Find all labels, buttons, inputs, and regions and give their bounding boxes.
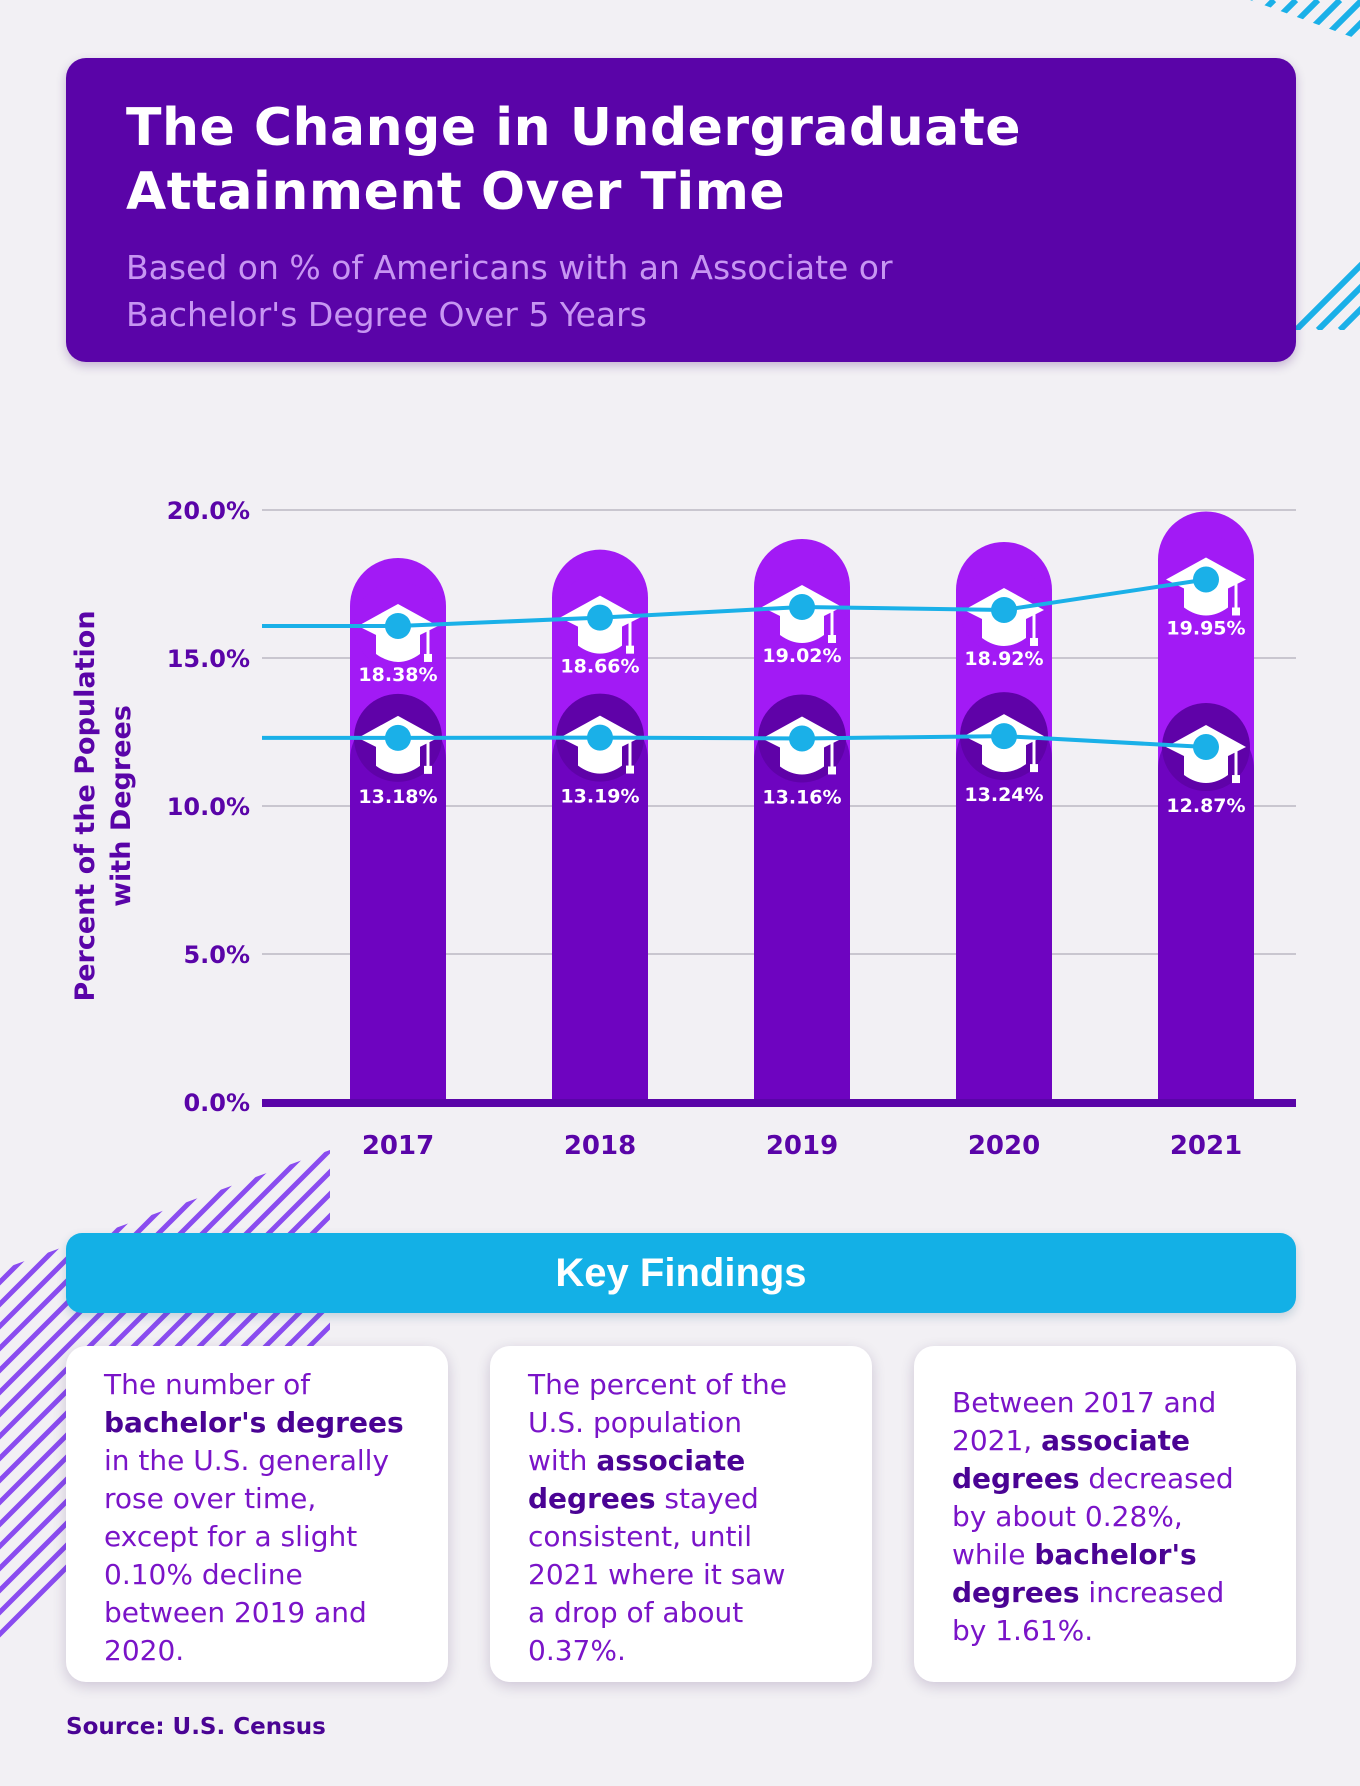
finding-line: 2021 where it saw [528, 1558, 786, 1591]
x-tick-label: 2021 [1170, 1131, 1242, 1161]
finding-line: Between 2017 and [952, 1386, 1217, 1419]
bachelors-data-point [385, 612, 411, 639]
finding-emphasis: associate [596, 1444, 746, 1477]
finding-emphasis: degrees [952, 1462, 1080, 1495]
y-axis-label: Percent of the Population with Degrees [70, 610, 137, 1001]
finding-line: with associate [528, 1444, 746, 1477]
bachelors-value-label: 19.02% [762, 645, 841, 667]
associates-value-label: 13.24% [964, 784, 1043, 806]
finding-text-1: The number of bachelor's degrees in the U.… [104, 1366, 424, 1670]
y-tick-label: 0.0% [183, 1089, 250, 1117]
finding-line: while bachelor's [952, 1538, 1197, 1571]
finding-line: 0.37%. [528, 1634, 626, 1667]
associates-value-label: 13.19% [560, 786, 639, 808]
title-line-2: Attainment Over Time [126, 162, 786, 222]
finding-line: The number of [104, 1368, 311, 1401]
associates-trend-line [262, 734, 1207, 750]
degrees-chart: 20.0% 15.0% 10.0% 5.0% 0.0% Percent of the Po… [70, 497, 1296, 1161]
chart-area: 20.0% 15.0% 10.0% 5.0% 0.0% Percent of the Po… [0, 470, 1360, 1190]
finding-line: bachelor's degrees [104, 1404, 424, 1442]
finding-emphasis: degrees [528, 1482, 656, 1515]
finding-line: 0.10% decline [104, 1558, 303, 1591]
finding-line: between 2019 and [104, 1596, 367, 1629]
finding-line: degrees increased [952, 1576, 1225, 1609]
finding-text-2: The percent of the U.S. population with as… [528, 1366, 848, 1670]
key-findings-banner: Key Findings [66, 1233, 1296, 1313]
subtitle-line-2: Bachelor's Degree Over 5 Years [126, 295, 647, 334]
associates-bar [754, 712, 850, 1102]
associates-value-label: 13.18% [358, 786, 437, 808]
y-tick-label: 15.0% [167, 645, 250, 673]
associates-bar [350, 711, 446, 1102]
x-tick-label: 2019 [766, 1131, 838, 1161]
finding-card-2: The percent of the U.S. population with as… [490, 1346, 872, 1682]
x-tick-label: 2018 [564, 1131, 636, 1161]
finding-emphasis: bachelor's degrees [104, 1406, 404, 1439]
finding-line: rose over time, [104, 1482, 317, 1515]
associates-value-label: 12.87% [1166, 795, 1245, 817]
finding-line: in the U.S. generally [104, 1444, 390, 1477]
bachelors-value-label: 18.38% [358, 664, 437, 686]
bachelors-value-label: 18.66% [560, 656, 639, 678]
key-findings-heading: Key Findings [555, 1251, 807, 1295]
finding-line: U.S. population [528, 1406, 742, 1439]
x-axis-baseline [262, 1099, 1296, 1107]
associates-bar [1158, 721, 1254, 1102]
finding-line: except for a slight [104, 1520, 358, 1553]
y-tick-label: 5.0% [183, 941, 250, 969]
source-note: Source: U.S. Census [66, 1714, 326, 1740]
finding-line: by 1.61%. [952, 1614, 1094, 1647]
header-banner: The Change in Undergraduate Attainment O… [66, 58, 1296, 362]
finding-line: consistent, until [528, 1520, 752, 1553]
title-line-1: The Change in Undergraduate [126, 98, 1021, 158]
bachelors-data-point [1193, 566, 1219, 593]
finding-emphasis: associate [1041, 1424, 1190, 1457]
bachelors-value-label: 18.92% [964, 648, 1043, 670]
bachelors-data-point [789, 594, 815, 621]
associates-data-point [587, 724, 613, 751]
x-tick-label: 2017 [362, 1131, 434, 1161]
bachelors-value-label: 19.95% [1166, 617, 1245, 639]
page-subtitle: Based on % of Americans with an Associat… [126, 244, 1246, 338]
finding-emphasis: bachelor's [1034, 1538, 1197, 1571]
finding-card-1: The number of bachelor's degrees in the U.… [66, 1346, 448, 1682]
associates-value-label: 13.16% [762, 786, 841, 808]
y-tick-label: 20.0% [167, 497, 250, 525]
associates-bar [956, 710, 1052, 1102]
associates-data-point [991, 723, 1017, 750]
x-tick-label: 2020 [968, 1131, 1040, 1161]
stripe-line [1315, 0, 1360, 330]
page-title: The Change in Undergraduate Attainment O… [126, 96, 1246, 224]
stripe-line [1293, 0, 1360, 330]
finding-line: 2021, associate [952, 1424, 1190, 1457]
associates-data-point [385, 724, 411, 751]
finding-line: degrees stayed [528, 1482, 759, 1515]
bachelors-data-point [587, 604, 613, 631]
finding-line: degrees decreased [952, 1462, 1234, 1495]
associates-bar [552, 711, 648, 1102]
bachelors-trend-line [262, 577, 1207, 628]
finding-line: a drop of about [528, 1596, 744, 1629]
finding-card-3: Between 2017 and 2021, associate degrees d… [914, 1346, 1296, 1682]
subtitle-line-1: Based on % of Americans with an Associat… [126, 248, 893, 287]
finding-emphasis: degrees [952, 1576, 1080, 1609]
associates-data-point [789, 725, 815, 752]
associates-data-point [1193, 734, 1219, 761]
finding-line: by about 0.28%, [952, 1500, 1183, 1533]
y-tick-label: 10.0% [167, 793, 250, 821]
finding-line: 2020. [104, 1634, 185, 1667]
bachelors-data-point [991, 596, 1017, 623]
finding-line: The percent of the [528, 1368, 787, 1401]
finding-text-3: Between 2017 and 2021, associate degrees d… [952, 1384, 1272, 1650]
